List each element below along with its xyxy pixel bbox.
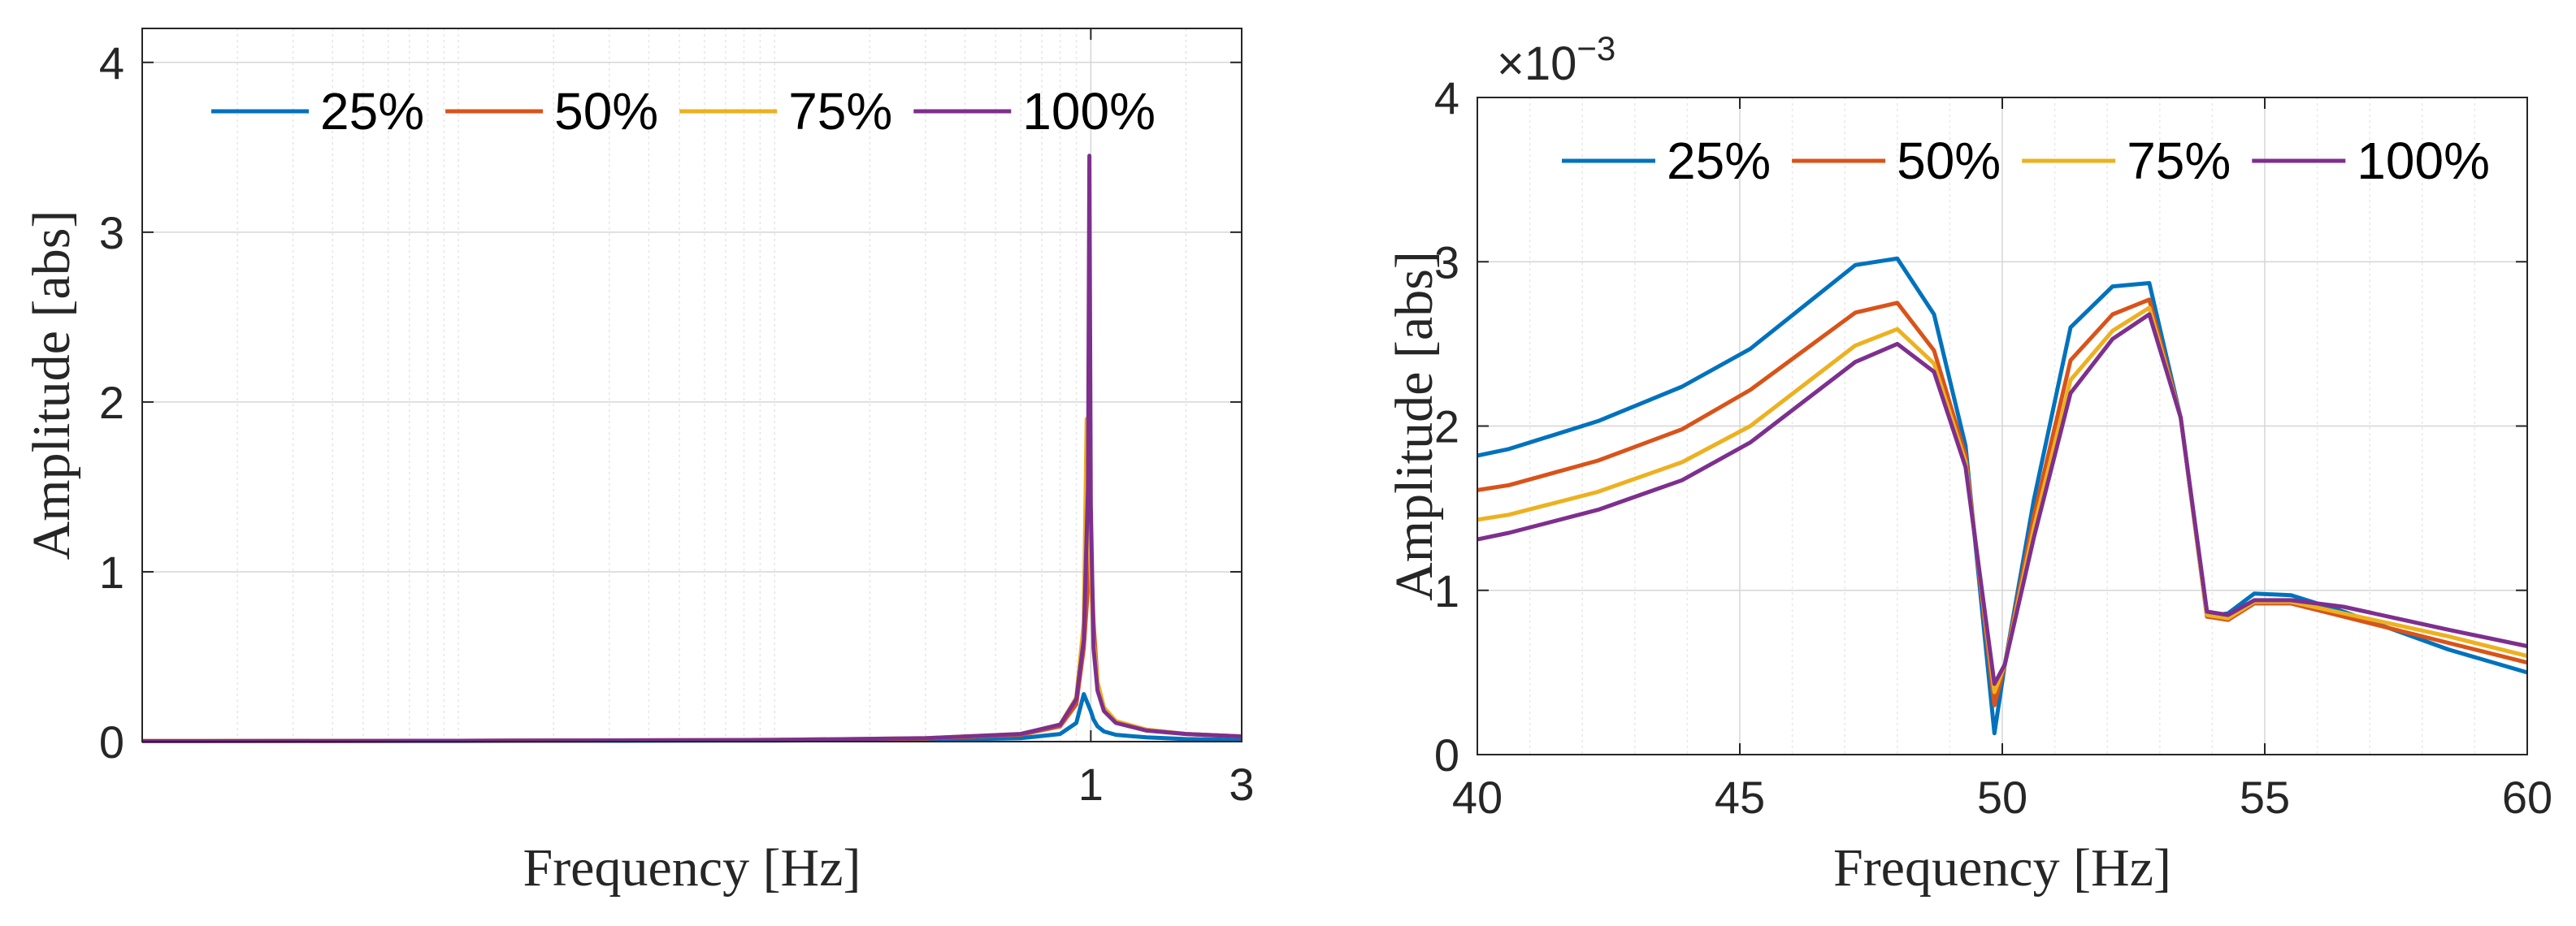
series-line-25pct — [1477, 256, 2528, 736]
series-group — [1477, 256, 2528, 736]
y-scale-base: ×10 — [1497, 37, 1576, 90]
series-line-100pct — [141, 154, 1242, 743]
y-scale-factor: ×10−3 — [1497, 29, 1615, 90]
legend-label: 25% — [320, 82, 424, 141]
series-line-100pct — [1477, 312, 2528, 686]
y-tick-label: 2 — [1434, 401, 1459, 452]
legend-label: 50% — [1897, 132, 2001, 190]
legend-label: 100% — [2357, 132, 2490, 190]
series-group — [141, 154, 1242, 743]
plot-area — [142, 28, 1242, 742]
y-tick-label: 1 — [1434, 565, 1459, 617]
legend-label: 25% — [1667, 132, 1771, 190]
x-axis-label: Frequency [Hz] — [1833, 838, 2171, 898]
legend-label: 100% — [1022, 82, 1156, 141]
legend-label: 75% — [788, 82, 892, 141]
x-tick-label: 40 — [1452, 772, 1503, 823]
x-tick-label: 45 — [1715, 772, 1765, 823]
y-tick-label: 0 — [1434, 729, 1459, 781]
y-tick-label: 3 — [1434, 236, 1459, 288]
legend: 25% 50% 75% 100% — [211, 82, 1156, 141]
x-tick-label: 60 — [2502, 772, 2552, 823]
grid — [1477, 97, 2527, 755]
y-axis-label: Amplitude [abs] — [1385, 251, 1444, 601]
chart-1: 1 3 0 1 2 3 4 Frequency [Hz] Amplitude [abs] 25% 5… — [22, 28, 1255, 898]
chart-2: 40 45 50 55 60 0 1 2 3 4 Frequency [Hz] Amplitude [… — [1385, 29, 2552, 898]
y-tick-label: 0 — [99, 716, 124, 768]
y-tick-label: 4 — [99, 37, 124, 89]
x-tick-label: 55 — [2240, 772, 2290, 823]
legend: 25% 50% 75% 100% — [1562, 132, 2490, 190]
x-axis-label: Frequency [Hz] — [523, 838, 861, 898]
y-tick-label: 4 — [1434, 72, 1459, 123]
axes-box — [141, 28, 1242, 742]
y-tick-label: 3 — [99, 207, 124, 258]
x-tick-label: 50 — [1977, 772, 2027, 823]
x-tick-label: 3 — [1229, 759, 1254, 810]
grid — [142, 28, 1242, 742]
y-tick-label: 1 — [99, 547, 124, 598]
legend-label: 50% — [554, 82, 658, 141]
x-tick-label: 1 — [1078, 759, 1104, 810]
y-axis-label: Amplitude [abs] — [22, 210, 81, 560]
y-tick-label: 2 — [99, 377, 124, 428]
legend-label: 75% — [2127, 132, 2231, 190]
y-scale-exponent: −3 — [1576, 29, 1615, 67]
ticks: 1 3 0 1 2 3 4 — [99, 28, 1255, 810]
ticks: 40 45 50 55 60 0 1 2 3 4 — [1434, 72, 2552, 823]
